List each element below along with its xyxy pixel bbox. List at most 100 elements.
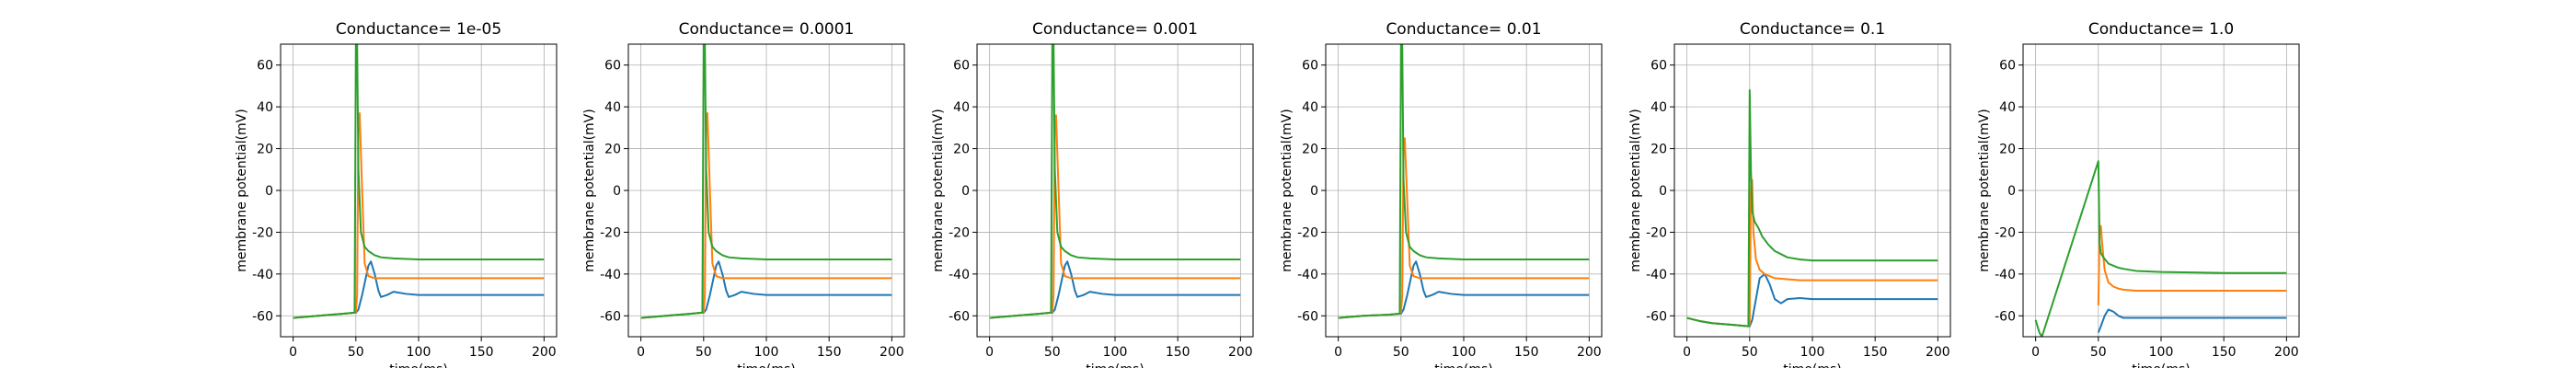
y-tick-label: 20: [1999, 143, 2016, 157]
series-line-3: [640, 44, 892, 319]
y-axis-label: membrane potential(mV): [1628, 109, 1643, 271]
x-axis-label: time(ms): [1783, 362, 1842, 368]
y-tick-label: 40: [257, 100, 273, 115]
x-tick-label: 200: [532, 345, 557, 360]
subplot-2: 0 50 100 150 200 -60 -40 -20 0 20 40 60 Conductance=…: [582, 20, 905, 368]
x-tick-label: 150: [1863, 345, 1888, 360]
y-tick-label: 40: [953, 100, 970, 115]
x-tick-label: 200: [1577, 345, 1602, 360]
x-tick-label: 0: [985, 345, 994, 360]
y-tick-label: -60: [1646, 309, 1667, 324]
x-tick-label: 50: [348, 345, 364, 360]
y-tick-label: 60: [953, 59, 970, 74]
series-line-3: [1338, 44, 1590, 319]
y-tick-label: -60: [1297, 309, 1318, 324]
x-tick-label: 200: [880, 345, 904, 360]
subplot-title: Conductance= 0.01: [1386, 20, 1541, 39]
subplot-5: 0 50 100 150 200 -60 -40 -20 0 20 40 60 Conductance=…: [1628, 20, 1951, 368]
x-axis-label: time(ms): [1086, 362, 1144, 368]
y-axis-label: membrane potential(mV): [1280, 109, 1294, 271]
y-tick-label: -20: [1995, 225, 2016, 240]
x-tick-label: 150: [1514, 345, 1539, 360]
y-tick-label: 0: [2007, 184, 2016, 199]
y-tick-label: 20: [257, 143, 273, 157]
x-tick-label: 150: [2212, 345, 2237, 360]
y-tick-label: 20: [1302, 143, 1318, 157]
x-tick-label: 0: [1334, 345, 1342, 360]
subplot-4: 0 50 100 150 200 -60 -40 -20 0 20 40 60 Conductance=…: [1280, 20, 1603, 368]
x-tick-label: 0: [1683, 345, 1691, 360]
subplot-title: Conductance= 0.001: [1032, 20, 1198, 39]
subplot-3: 0 50 100 150 200 -60 -40 -20 0 20 40 60 Conductance=…: [931, 20, 1254, 368]
subplot-title: Conductance= 1.0: [2088, 20, 2234, 39]
x-tick-label: 100: [1800, 345, 1825, 360]
y-tick-label: -40: [252, 268, 273, 282]
x-tick-label: 50: [1393, 345, 1409, 360]
subplot-1: 0 50 100 150 200 -60 -40 -20 0 20 40 60 Conductance=…: [235, 20, 558, 368]
y-tick-label: 40: [1302, 100, 1318, 115]
y-tick-label: 60: [1302, 59, 1318, 74]
y-tick-label: 0: [1659, 184, 1667, 199]
y-axis-label: membrane potential(mV): [582, 109, 597, 271]
x-axis-label: time(ms): [389, 362, 448, 368]
x-tick-label: 50: [696, 345, 712, 360]
x-tick-label: 50: [1044, 345, 1061, 360]
y-tick-label: -20: [252, 225, 273, 240]
y-tick-label: -60: [1995, 309, 2016, 324]
y-tick-label: -40: [1646, 268, 1667, 282]
y-axis-label: membrane potential(mV): [235, 109, 249, 271]
subplot-title: Conductance= 0.0001: [679, 20, 855, 39]
x-tick-label: 100: [407, 345, 431, 360]
series-line-3: [989, 44, 1241, 319]
y-tick-label: -60: [252, 309, 273, 324]
y-tick-label: 40: [604, 100, 621, 115]
y-tick-label: 20: [604, 143, 621, 157]
y-tick-label: 20: [1650, 143, 1667, 157]
y-tick-label: 0: [1310, 184, 1318, 199]
subplot-title: Conductance= 1e-05: [336, 20, 501, 39]
y-axis-label: membrane potential(mV): [1977, 109, 1992, 271]
y-tick-label: -60: [600, 309, 621, 324]
x-tick-label: 200: [2274, 345, 2299, 360]
x-tick-label: 100: [754, 345, 779, 360]
x-tick-label: 0: [289, 345, 297, 360]
y-tick-label: -40: [1297, 268, 1318, 282]
x-axis-label: time(ms): [1434, 362, 1493, 368]
series-line-3: [293, 44, 545, 319]
series-line-1: [2097, 308, 2287, 333]
x-tick-label: 150: [817, 345, 842, 360]
x-tick-label: 100: [2149, 345, 2174, 360]
y-tick-label: -60: [949, 309, 970, 324]
x-tick-label: 100: [1452, 345, 1477, 360]
x-axis-label: time(ms): [2132, 362, 2191, 368]
y-tick-label: 40: [1999, 100, 2016, 115]
y-tick-label: -20: [1646, 225, 1667, 240]
y-tick-label: 60: [257, 59, 273, 74]
x-tick-label: 150: [469, 345, 494, 360]
subplot-title: Conductance= 0.1: [1740, 20, 1885, 39]
y-tick-label: -20: [949, 225, 970, 240]
x-tick-label: 50: [1742, 345, 1758, 360]
y-tick-label: -20: [1297, 225, 1318, 240]
y-axis-label: membrane potential(mV): [931, 109, 946, 271]
y-tick-label: -40: [949, 268, 970, 282]
x-tick-label: 200: [1926, 345, 1950, 360]
y-tick-label: -20: [600, 225, 621, 240]
y-tick-label: 40: [1650, 100, 1667, 115]
x-tick-label: 0: [637, 345, 645, 360]
y-tick-label: -40: [600, 268, 621, 282]
y-tick-label: -40: [1995, 268, 2016, 282]
x-tick-label: 0: [2031, 345, 2040, 360]
y-tick-label: 0: [613, 184, 621, 199]
x-tick-label: 150: [1166, 345, 1190, 360]
series-line-2: [2097, 224, 2287, 305]
series-line-3: [2034, 160, 2287, 337]
y-tick-label: 60: [1999, 59, 2016, 74]
y-tick-label: 60: [1650, 59, 1667, 74]
x-tick-label: 200: [1228, 345, 1253, 360]
series-line-3: [1686, 88, 1938, 328]
subplot-6: 0 50 100 150 200 -60 -40 -20 0 20 40 60 Conductance=…: [1977, 20, 2300, 368]
y-tick-label: 0: [961, 184, 970, 199]
x-tick-label: 50: [2090, 345, 2107, 360]
